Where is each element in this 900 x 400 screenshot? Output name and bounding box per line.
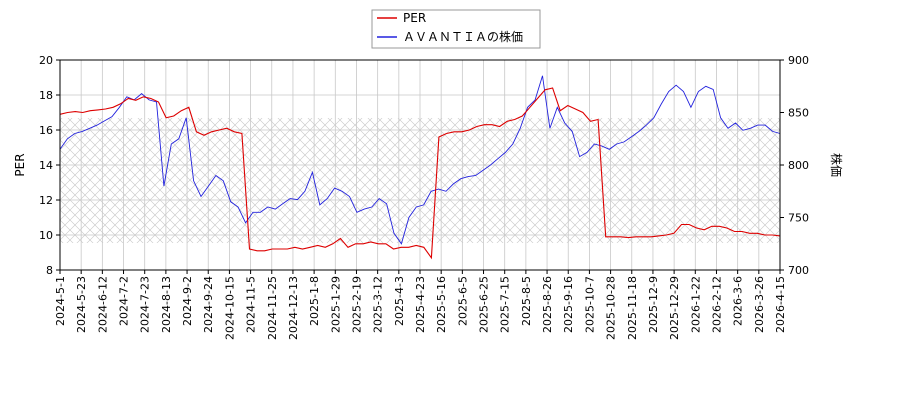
x-tick-label: 2024-11-25 — [266, 276, 279, 340]
x-tick-label: 2024-12-13 — [287, 276, 300, 340]
x-tick-label: 2024-7-23 — [139, 276, 152, 333]
legend-box — [371, 9, 541, 49]
x-tick-label: 2025-4-23 — [414, 276, 427, 333]
x-tick-label: 2025-8-26 — [541, 276, 554, 333]
x-tick-label: 2026-2-12 — [710, 276, 723, 333]
x-axis: 2024-5-1 2024-5-23 2024-6-12 2024-7-2 2024-7… — [54, 270, 787, 340]
y-tick-label-right: 800 — [788, 159, 809, 172]
x-tick-label: 2025-2-19 — [350, 276, 363, 333]
x-tick-label: 2025-4-3 — [393, 276, 406, 326]
legend-label-per: PER — [403, 11, 426, 25]
y-axis-right: 700 750 800 850 900 — [780, 54, 809, 277]
x-tick-label: 2025-10-7 — [583, 276, 596, 333]
x-tick-label: 2025-6-5 — [456, 276, 469, 326]
x-tick-label: 2025-8-5 — [520, 276, 533, 326]
x-tick-label: 2024-5-1 — [54, 276, 67, 326]
legend: PER ＡＶＡＮＴＩＡの株価 — [371, 9, 541, 49]
x-tick-label: 2025-9-16 — [562, 276, 575, 333]
x-tick-label: 2024-9-24 — [202, 276, 215, 333]
y-tick-label-left: 20 — [39, 54, 53, 67]
x-tick-label: 2024-9-2 — [181, 276, 194, 326]
y-tick-label-left: 8 — [46, 264, 53, 277]
x-tick-label: 2025-3-12 — [372, 276, 385, 333]
x-tick-label: 2024-5-23 — [75, 276, 88, 333]
x-tick-label: 2026-3-6 — [732, 276, 745, 326]
x-tick-label: 2025-1-29 — [329, 276, 342, 333]
per-line — [59, 87, 781, 260]
y-axis-title-right: 株価 — [829, 153, 844, 177]
x-tick-label: 2024-10-15 — [223, 276, 236, 340]
x-tick-label: 2025-5-16 — [435, 276, 448, 333]
x-tick-label: 2024-11-5 — [245, 276, 258, 333]
y-axis-left: 8 10 12 14 16 18 20 — [39, 54, 60, 277]
x-tick-label: 2025-1-8 — [308, 276, 321, 326]
y-tick-label-left: 16 — [39, 124, 53, 137]
x-tick-label: 2024-8-13 — [160, 276, 173, 333]
x-tick-label: 2026-3-26 — [753, 276, 766, 333]
y-tick-label-right: 850 — [788, 107, 809, 120]
y-tick-label-left: 14 — [39, 159, 53, 172]
x-tick-label: 2025-12-29 — [668, 276, 681, 340]
stock-price-line — [59, 75, 781, 245]
x-tick-label: 2026-1-22 — [689, 276, 702, 333]
x-tick-label: 2025-11-18 — [626, 276, 639, 340]
y-tick-label-right: 900 — [788, 54, 809, 67]
x-tick-label: 2025-10-28 — [605, 276, 618, 340]
y-tick-label-left: 12 — [39, 194, 53, 207]
x-tick-label: 2024-6-12 — [96, 276, 109, 333]
y-tick-label-right: 750 — [788, 212, 809, 225]
x-tick-label: 2026-4-15 — [774, 276, 787, 333]
x-tick-label: 2025-12-9 — [647, 276, 660, 333]
x-tick-label: 2025-7-15 — [499, 276, 512, 333]
y-tick-label-left: 10 — [39, 229, 53, 242]
y-tick-label-right: 700 — [788, 264, 809, 277]
legend-label-stock: ＡＶＡＮＴＩＡの株価 — [403, 29, 523, 44]
x-tick-label: 2024-7-2 — [118, 276, 131, 326]
x-tick-label: 2025-6-25 — [478, 276, 491, 333]
y-tick-label-left: 18 — [39, 89, 53, 102]
y-axis-title-left: PER — [13, 153, 27, 176]
